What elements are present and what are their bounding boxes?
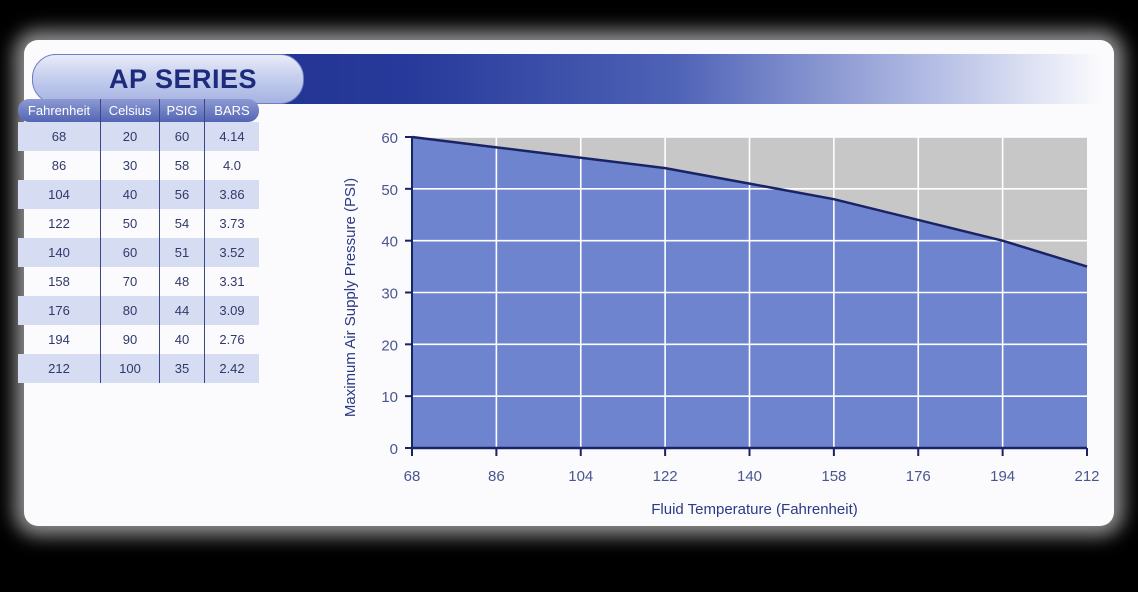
table-cell: 122 [48,216,70,231]
table-row: 194 90 40 2.76 [18,325,259,354]
table-row: 176 80 44 3.09 [18,296,259,325]
column-header-fahrenheit: Fahrenheit [18,99,101,122]
table-cell: 90 [100,325,160,354]
table-header-row: Fahrenheit Celsius PSIG BARS [18,99,259,122]
table-cell: 20 [100,122,160,151]
table-row: 104 40 56 3.86 [18,180,259,209]
y-tick-label: 10 [381,389,398,406]
table-cell: 3.52 [204,238,259,267]
table-row: 212 100 35 2.42 [18,354,259,383]
table-cell: 4.0 [204,151,259,180]
table-cell: 176 [18,296,101,325]
column-header-psig: PSIG [159,99,205,122]
table-cell: 2.42 [204,354,259,383]
x-tick-label: 68 [404,468,421,485]
x-tick-label: 122 [653,468,678,485]
table-cell: 86 [51,158,67,173]
table-cell: 50 [100,209,160,238]
x-tick-label: 194 [990,468,1015,485]
y-tick-label: 50 [381,182,398,199]
column-header-celsius: Celsius [100,99,160,122]
table-cell: 40 [100,180,160,209]
x-tick-label: 158 [821,468,846,485]
table-cell: 60 [100,238,160,267]
table-cell: 158 [48,274,70,289]
series-line [411,135,1088,268]
table-cell: 3.73 [204,209,259,238]
table-cell: 30 [100,151,160,180]
y-axis-title: Maximum Air Supply Pressure (PSI) [342,178,359,417]
table-cell: 3.09 [204,296,259,325]
table-cell: 100 [100,354,160,383]
table-cell: 40 [159,325,205,354]
y-tick-label: 40 [381,234,398,251]
table-cell: 68 [18,122,101,151]
table-row: 122 50 54 3.73 [18,209,259,238]
table-cell: 58 [159,151,205,180]
column-header-bars: BARS [204,99,259,122]
table-cell: 70 [100,267,160,296]
x-tick-label: 140 [737,468,762,485]
table-cell: 2.76 [204,325,259,354]
x-tick-label: 212 [1074,468,1099,485]
y-tick-label: 0 [390,441,398,458]
page-title: AP SERIES [109,63,258,94]
x-tick-label: 176 [906,468,931,485]
table-cell: 60 [159,122,205,151]
table-cell: 3.86 [204,180,259,209]
table-cell: 51 [159,238,205,267]
table-cell: 140 [18,238,101,267]
table-cell: 44 [159,296,205,325]
table-row: 68 20 60 4.14 [18,122,259,151]
x-axis-title: Fluid Temperature (Fahrenheit) [651,501,857,518]
y-tick-label: 60 [381,130,398,147]
table-cell: 3.31 [204,267,259,296]
table-row: 140 60 51 3.52 [18,238,259,267]
title-pill: AP SERIES [32,54,304,104]
x-tick-label: 104 [568,468,593,485]
conversion-table: Fahrenheit Celsius PSIG BARS 68 20 60 4.… [18,99,259,383]
y-tick-label: 20 [381,337,398,354]
table-cell: 104 [18,180,101,209]
table-row: 86 30 58 4.0 [18,151,259,180]
table-cell: 194 [48,332,70,347]
table-cell: 48 [159,267,205,296]
table-cell: 35 [159,354,205,383]
table-cell: 56 [159,180,205,209]
table-cell: 80 [100,296,160,325]
y-tick-label: 30 [381,286,398,303]
table-cell: 4.14 [204,122,259,151]
x-tick-label: 86 [488,468,505,485]
table-cell: 54 [159,209,205,238]
title-banner: AP SERIES [32,54,1102,104]
table-cell: 212 [18,354,101,383]
table-row: 158 70 48 3.31 [18,267,259,296]
